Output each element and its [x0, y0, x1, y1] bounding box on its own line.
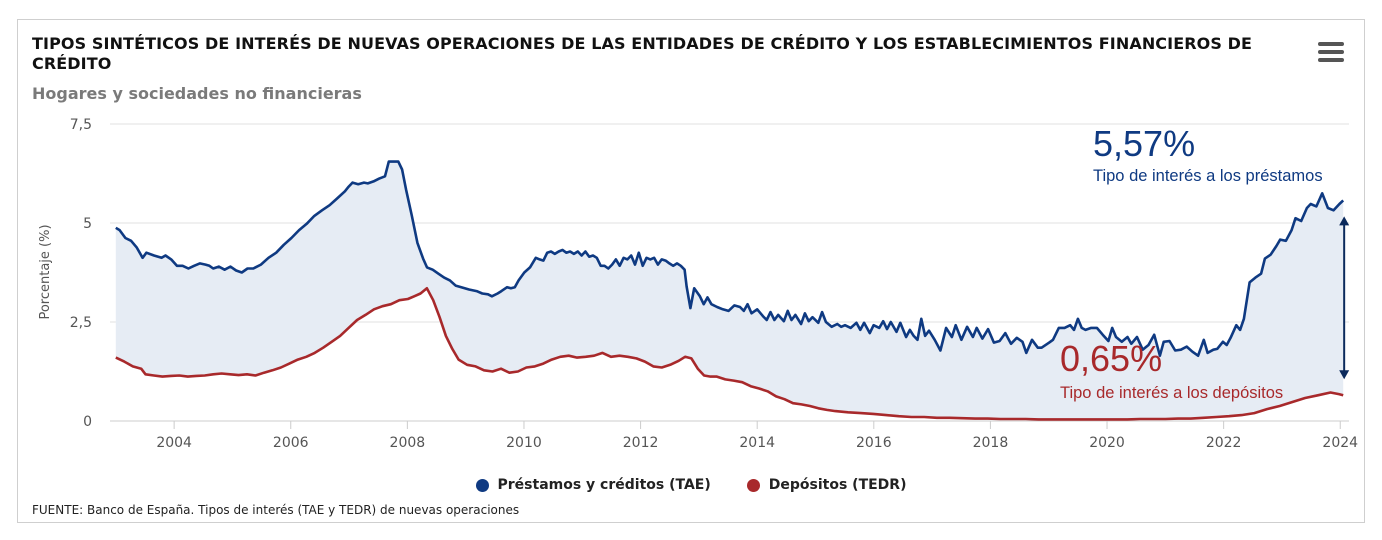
x-tick-label: 2018: [973, 435, 1009, 451]
x-tick-label: 2020: [1089, 435, 1125, 451]
series-lines: [115, 160, 1345, 421]
legend-item-loans[interactable]: Préstamos y créditos (TAE): [475, 477, 711, 493]
chart-frame: [17, 19, 1365, 523]
deposits-value-annotation: 0,65%: [1060, 338, 1162, 379]
x-tick-label: 2014: [739, 435, 775, 451]
hamburger-menu-icon[interactable]: [1318, 42, 1344, 64]
y-tick-label: 2,5: [70, 315, 92, 331]
loans-line: [115, 160, 1345, 357]
y-tick-label: 0: [83, 414, 92, 430]
chart-title: TIPOS SINTÉTICOS DE INTERÉS DE NUEVAS OP…: [32, 34, 1253, 73]
spread-arrow: [1339, 216, 1350, 380]
x-tick-label: 2016: [856, 435, 892, 451]
spread-area: [115, 161, 1344, 420]
x-tick-label: 2024: [1322, 435, 1358, 451]
chart-subtitle: Hogares y sociedades no financieras: [32, 84, 362, 103]
legend: Préstamos y créditos (TAE) Depósitos (TE…: [0, 477, 1382, 493]
arrow-up-icon: [1339, 216, 1350, 226]
y-tick-label: 7,5: [70, 117, 92, 133]
deposits-caption-annotation: Tipo de interés a los depósitos: [1060, 384, 1283, 402]
y-axis-label: Porcentaje (%): [38, 224, 53, 319]
x-tick-label: 2010: [506, 435, 542, 451]
legend-label-loans: Préstamos y créditos (TAE): [497, 477, 711, 493]
y-axis: 0 2,5 5 7,5: [70, 117, 92, 430]
legend-label-deposits: Depósitos (TEDR): [768, 477, 907, 493]
loans-caption-annotation: Tipo de interés a los préstamos: [1093, 167, 1323, 185]
x-tick-label: 2004: [156, 435, 192, 451]
x-tick-label: 2008: [390, 435, 426, 451]
x-axis: 2004 2006 2008 2010 2012 2014 2016 2018 2020 2022…: [156, 421, 1358, 451]
x-tick-label: 2012: [623, 435, 659, 451]
source-note: FUENTE: Banco de España. Tipos de interé…: [32, 503, 520, 517]
loans-legend-dot-icon: [475, 478, 489, 492]
deposits-legend-dot-icon: [746, 478, 760, 492]
x-tick-label: 2022: [1206, 435, 1242, 451]
y-tick-label: 5: [83, 216, 92, 232]
deposits-line: [115, 287, 1344, 421]
x-tick-label: 2006: [273, 435, 309, 451]
arrow-down-icon: [1339, 370, 1350, 380]
legend-item-deposits[interactable]: Depósitos (TEDR): [746, 477, 907, 493]
spread-fill: [115, 161, 1344, 420]
loans-value-annotation: 5,57%: [1093, 123, 1195, 164]
